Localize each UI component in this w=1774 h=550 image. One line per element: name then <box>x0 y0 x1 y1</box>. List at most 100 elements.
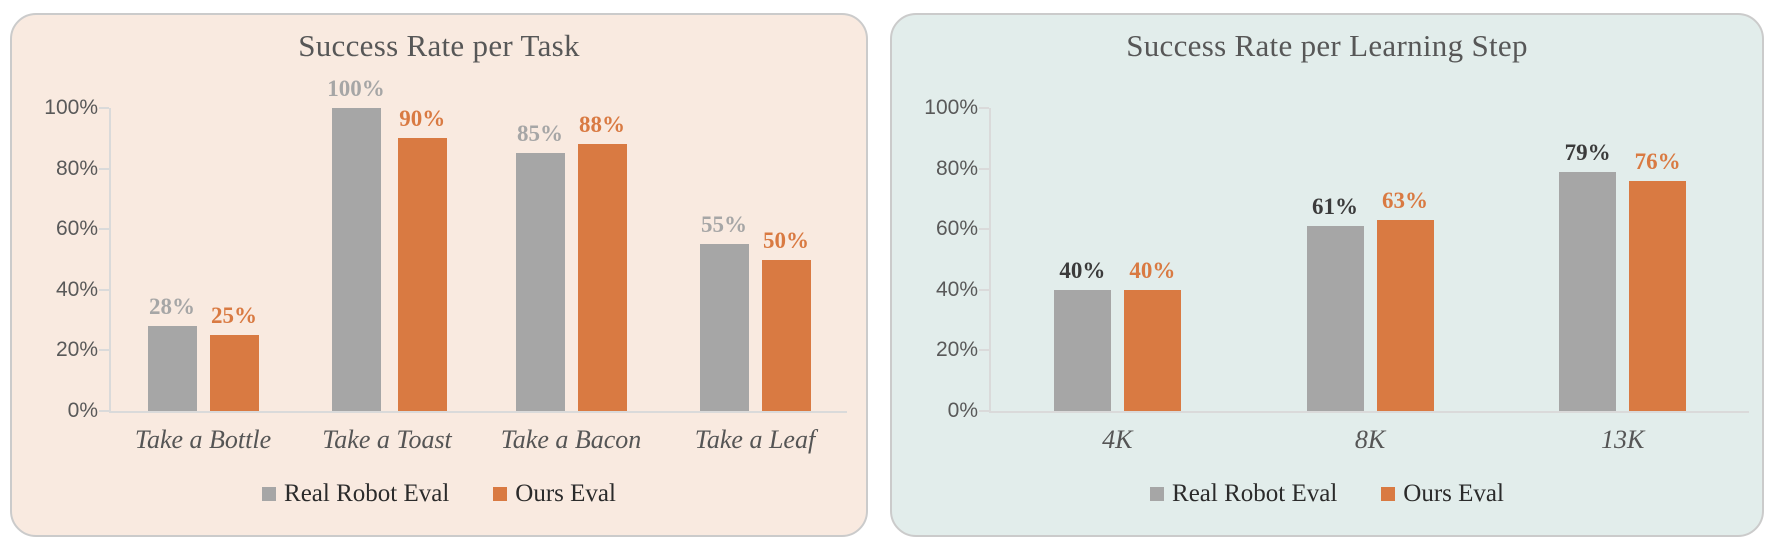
bar-ours-eval <box>761 259 811 411</box>
y-axis-tick-label: 60% <box>935 217 978 241</box>
bar-column: 28% <box>147 294 197 411</box>
legend-item-ours-eval: Ours Eval <box>493 481 616 506</box>
task-chart-panel: Success Rate per Task 100% 80% 60% 40% 20% 0%… <box>10 13 868 537</box>
category-group: 28% 25% Take a Bottle <box>111 108 295 454</box>
bar-column: 79% <box>1559 139 1617 411</box>
y-axis-tick-label: 100% <box>44 96 98 119</box>
bar-column: 100% <box>327 77 385 411</box>
y-axis-tick-mark <box>99 167 109 170</box>
y-axis-tick-mark <box>979 228 989 231</box>
chart-title: Success Rate per Learning Step <box>1126 28 1528 63</box>
bar-ours-eval <box>209 335 259 411</box>
category-label: Take a Bacon <box>500 425 642 454</box>
bar-ours-eval <box>1123 289 1181 411</box>
bar-groups: 40% 40% 4K 61% 63% 8K 79% 76% 13K <box>991 108 1749 454</box>
y-axis-tick-label: 60% <box>55 217 98 241</box>
data-label: 55% <box>701 212 747 238</box>
bar-column: 85% <box>515 121 565 411</box>
legend: Real Robot Eval Ours Eval <box>12 481 866 506</box>
legend-marker-gray-icon <box>1150 486 1165 501</box>
y-axis-tick-label: 40% <box>935 277 978 301</box>
data-label: 100% <box>327 76 385 101</box>
bar-real-robot-eval <box>699 244 749 411</box>
legend-marker-gray-icon <box>262 486 277 501</box>
y-axis-tick-mark <box>99 107 109 109</box>
category-label: 13K <box>1601 425 1645 454</box>
data-label: 50% <box>763 227 809 253</box>
chart-title: Success Rate per Task <box>298 28 580 63</box>
y-axis-tick-label: 20% <box>935 338 978 362</box>
data-label: 90% <box>399 106 446 132</box>
category-group: 40% 40% 4K <box>991 108 1244 454</box>
bar-column: 55% <box>699 212 749 411</box>
y-axis-tick-mark <box>979 349 989 352</box>
y-axis-tick-label: 80% <box>935 156 978 180</box>
bar-real-robot-eval <box>331 108 381 411</box>
legend: Real Robot Eval Ours Eval <box>892 481 1762 506</box>
bar-real-robot-eval <box>515 153 565 411</box>
category-group: 100% 90% Take a Toast <box>295 77 479 454</box>
data-label: 40% <box>1129 257 1176 283</box>
category-label: 8K <box>1354 425 1386 454</box>
category-group: 85% 88% Take a Bacon <box>479 108 663 454</box>
y-axis-tick-mark <box>99 288 109 291</box>
y-axis-tick-mark <box>979 288 989 291</box>
y-axis-tick-label: 100% <box>924 96 978 119</box>
y-axis-tick-mark <box>979 107 989 109</box>
category-label: Take a Leaf <box>694 425 816 454</box>
bar-real-robot-eval <box>1559 171 1617 411</box>
learning-step-chart-panel: Success Rate per Learning Step 100% 80% 60… <box>890 13 1764 537</box>
bar-column: 63% <box>1376 188 1434 411</box>
bar-groups: 28% 25% Take a Bottle 100% 90% Take a Toast 85… <box>111 77 847 454</box>
learning-step-chart-plot-area: 100% 80% 60% 40% 20% 0% 40% 40% 4K 61% 63% 8K 79% 76%… <box>924 97 1749 454</box>
bar-pair: 55% 50% <box>699 212 811 411</box>
bar-column: 76% <box>1629 148 1687 411</box>
data-label: 25% <box>211 303 257 329</box>
legend-item-ours-eval: Ours Eval <box>1381 481 1504 506</box>
data-label: 61% <box>1312 194 1358 220</box>
bar-pair: 28% 25% <box>147 294 259 411</box>
bar-pair: 40% 40% <box>1053 257 1181 411</box>
y-axis-tick-mark <box>99 349 109 352</box>
y-axis-tick-label: 20% <box>55 338 98 362</box>
data-label: 63% <box>1382 188 1428 214</box>
category-group: 55% 50% Take a Leaf <box>663 108 847 454</box>
category-group: 79% 76% 13K <box>1496 108 1749 454</box>
legend-item-real-robot-eval: Real Robot Eval <box>262 481 449 506</box>
bar-ours-eval <box>397 138 447 411</box>
y-axis-tick-mark <box>979 167 989 170</box>
legend-marker-orange-icon <box>493 486 508 501</box>
bar-pair: 79% 76% <box>1559 139 1687 411</box>
task-chart-plot-area: 100% 80% 60% 40% 20% 0% 28% 25% Take a Bottle 100… <box>44 77 847 454</box>
legend-label: Ours Eval <box>515 480 616 507</box>
data-label: 76% <box>1634 148 1681 174</box>
category-label: Take a Bottle <box>134 425 272 454</box>
y-axis-tick-label: 40% <box>55 277 98 301</box>
bar-column: 61% <box>1306 194 1364 411</box>
bar-pair: 61% 63% <box>1306 188 1434 411</box>
legend-item-real-robot-eval: Real Robot Eval <box>1150 481 1337 506</box>
bar-ours-eval <box>577 144 627 411</box>
bar-column: 25% <box>209 303 259 411</box>
bar-ours-eval <box>1376 220 1434 411</box>
bar-ours-eval <box>1629 180 1687 411</box>
data-label: 40% <box>1059 257 1106 283</box>
y-axis-tick-label: 0% <box>947 399 978 422</box>
data-label: 85% <box>517 121 563 147</box>
bar-real-robot-eval <box>147 326 197 411</box>
y-axis-tick-mark <box>99 410 109 412</box>
data-label: 79% <box>1564 139 1611 165</box>
bar-column: 40% <box>1053 257 1111 411</box>
bar-column: 40% <box>1123 257 1181 411</box>
y-axis-tick-label: 0% <box>67 399 98 422</box>
legend-label: Ours Eval <box>1403 480 1504 507</box>
legend-label: Real Robot Eval <box>1172 480 1338 507</box>
bar-real-robot-eval <box>1306 226 1364 411</box>
bar-pair: 85% 88% <box>515 113 627 411</box>
data-label: 28% <box>149 294 195 320</box>
legend-marker-orange-icon <box>1381 486 1396 501</box>
y-axis-tick-label: 80% <box>55 156 98 180</box>
category-label: 4K <box>1102 425 1133 454</box>
bar-real-robot-eval <box>1053 289 1111 411</box>
